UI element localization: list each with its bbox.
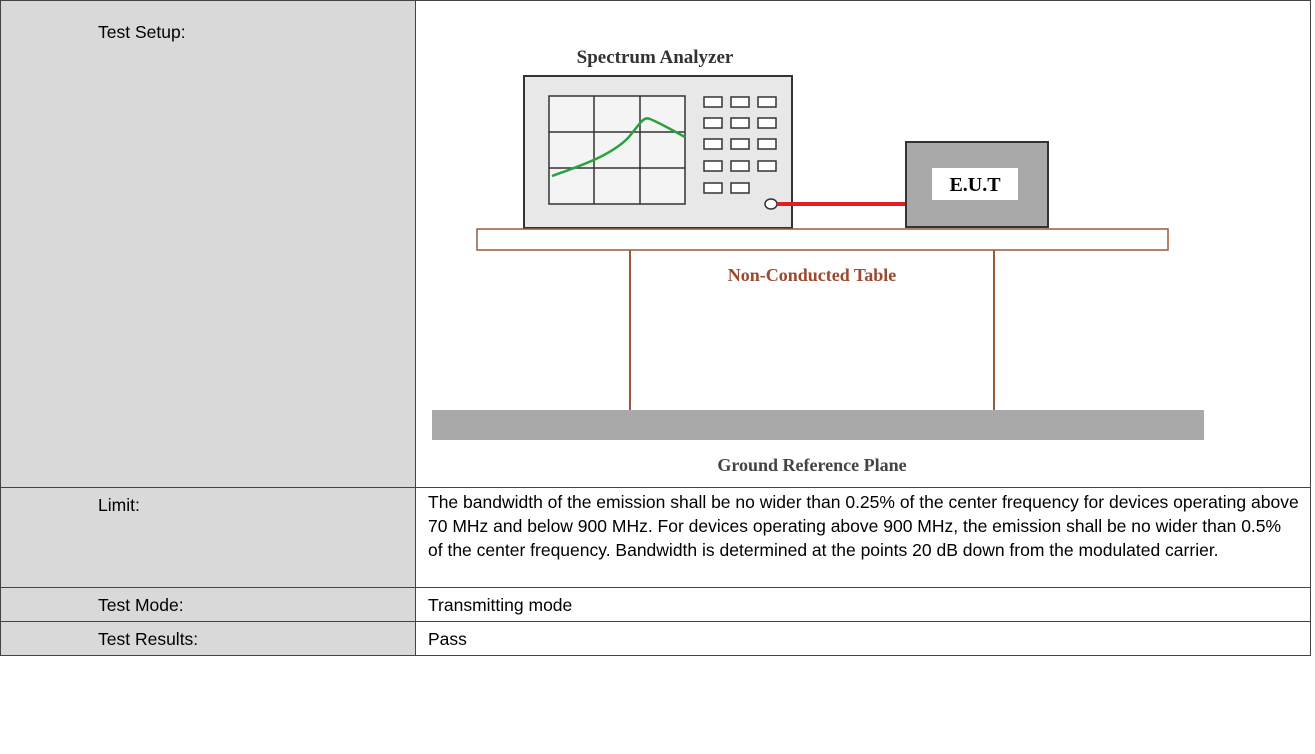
row-text: Pass [415,621,1311,656]
ground-label: Ground Reference Plane [717,455,906,475]
eut-label: E.U.T [949,174,1001,196]
trace [551,117,686,178]
eut-label-bg [932,168,1018,200]
row-label: Test Mode: [0,587,416,622]
analyzer-label: Spectrum Analyzer [577,47,734,68]
row-label: Test Results: [0,621,416,656]
row-text: The bandwidth of the emission shall be n… [415,487,1311,588]
table-top [476,228,1169,251]
connector [764,198,778,210]
table-label: Non-Conducted Table [728,265,897,285]
ground-plane [432,410,1204,440]
buttons [703,96,777,194]
row-label: Test Setup: [0,0,416,488]
screen [548,95,686,205]
